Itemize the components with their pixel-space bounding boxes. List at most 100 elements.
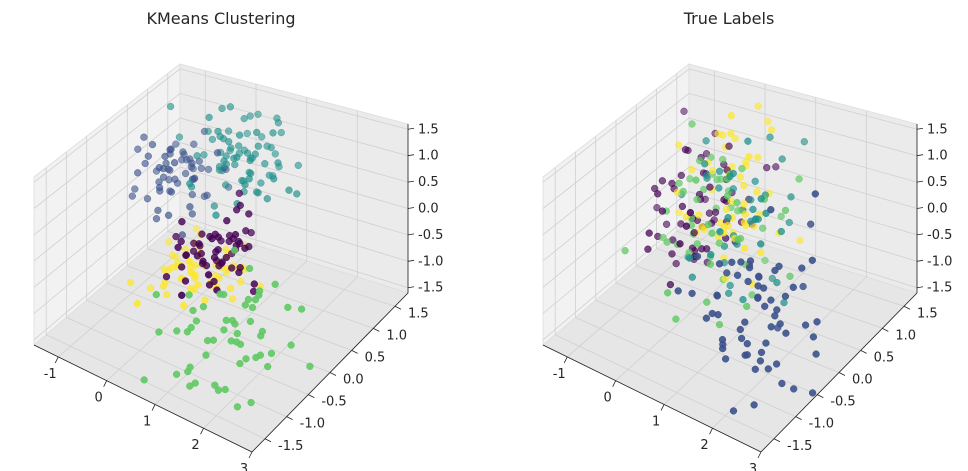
x-tick [200,428,204,435]
scatter-point-cluster-0 [245,210,253,218]
scatter-point-cluster-2 [751,177,759,185]
scatter-point-cluster-2 [271,150,279,158]
scatter-point-cluster-3 [271,280,279,288]
scatter-point-cluster-0 [225,237,233,246]
y-tick-label: 0.5 [365,350,386,365]
scatter-point-cluster-2 [726,281,734,290]
scatter-point-cluster-0 [681,146,690,154]
z-tick-label: -1.0 [927,254,952,269]
scatter-point-cluster-0 [678,202,687,211]
scatter-point-cluster-3 [688,120,696,128]
scatter-point-cluster-0 [658,177,667,185]
scatter-point-cluster-2 [274,119,283,127]
y-tick-label: -1.0 [809,417,834,432]
scatter-point-cluster-4 [191,274,199,282]
scatter-point-cluster-1 [203,191,211,199]
scatter-point-cluster-3 [287,341,295,349]
scatter-point-cluster-0 [644,245,652,253]
z-grid-line [33,166,409,288]
grid-lines [542,68,918,453]
y-tick [903,305,911,310]
scatter-point-cluster-3 [708,229,716,237]
scatter-point-cluster-1 [188,210,196,218]
scatter-point-cluster-4 [764,117,772,125]
scatter-point-cluster-2 [729,185,737,193]
x-tick-label: -1 [44,367,57,382]
scatter-point-cluster-1 [754,294,762,302]
x-tick-label: 2 [700,438,708,453]
scatter-point-cluster-2 [267,143,275,152]
scatter-point-cluster-1 [178,231,186,239]
scatter-point-cluster-1 [674,287,682,295]
scatter-point-cluster-3 [227,337,235,345]
scatter-point-cluster-1 [782,329,790,337]
scatter-point-cluster-0 [680,107,688,115]
scatter-point-cluster-1 [172,140,180,148]
scatter-point-cluster-3 [795,175,803,183]
scatter-point-cluster-0 [668,179,676,188]
scatter-point-cluster-1 [190,174,199,182]
panel-true-labels: True Labels -10123-1.5-1.0-0.50.00.51.01… [542,9,952,471]
scatter-point-cluster-2 [725,289,733,297]
y-grid-line [656,89,883,329]
scatter-point-cluster-4 [159,282,168,291]
scatter-point-cluster-0 [690,229,698,237]
scatter-point-cluster-1 [204,165,213,174]
scatter-point-cluster-1 [811,190,819,198]
z-grid-line [542,117,918,236]
y-tick [264,438,272,443]
x-grid-line [57,70,206,358]
x-tick [54,356,59,364]
x-grid-line [615,84,766,381]
scatter-point-cluster-2 [752,215,760,223]
scatter-point-cluster-2 [269,129,277,137]
z-tick [407,154,415,157]
scatter-point-cluster-1 [140,133,148,141]
scatter-point-cluster-3 [761,256,769,265]
scatter-point-cluster-0 [686,208,695,217]
scatter-point-cluster-3 [664,289,672,297]
scatter-point-cluster-0 [198,230,206,238]
x-grid-line [712,110,867,429]
scatter-point-cluster-1 [213,149,222,157]
scatter-point-cluster-3 [693,195,701,204]
scatter-point-cluster-0 [250,280,258,288]
y-tick-label: -0.5 [321,395,346,410]
x-grid-line [203,110,358,429]
y-tick [329,372,337,376]
scatter-point-cluster-1 [143,195,152,203]
scatter-point-cluster-1 [743,351,751,359]
scatter-point-cluster-1 [134,169,142,177]
scatter-point-cluster-3 [267,349,276,358]
z-tick-label: 0.0 [418,202,439,217]
y-tick-label: 0.5 [874,350,895,365]
scatter-point-cluster-0 [235,268,243,277]
scatter-point-cluster-3 [743,302,751,311]
scatter-point-cluster-1 [809,333,818,341]
z-tick [407,207,415,209]
scatter-point-cluster-4 [719,131,727,139]
scatter-point-cluster-1 [772,360,781,368]
x-tick-label: 3 [240,462,248,471]
scatter-point-cluster-3 [786,272,794,280]
scatter-point-cluster-3 [719,155,727,164]
scatter-point-cluster-0 [706,183,714,191]
z-grid-line [542,68,918,183]
scatter-point-cluster-3 [675,179,683,187]
scatter-point-cluster-1 [719,344,727,353]
scatter-point-cluster-1 [181,169,190,178]
scatter-point-cluster-4 [227,284,235,292]
scatter-point-cluster-1 [812,350,820,358]
scatter-point-cluster-1 [171,175,179,183]
panel-title-kmeans: KMeans Clustering [146,9,295,28]
scatter-point-cluster-4 [796,236,804,245]
y-tick-label: 1.5 [408,306,429,321]
scatter-point-cluster-0 [653,204,661,212]
scatter-point-cluster-4 [727,129,735,138]
scatter-point-cluster-1 [155,163,163,172]
scatter-point-cluster-3 [202,351,210,359]
scatter-point-cluster-3 [621,247,629,255]
scatter-point-cluster-2 [227,144,235,152]
scatter-point-cluster-4 [215,274,223,282]
scatter-point-cluster-1 [767,296,775,304]
